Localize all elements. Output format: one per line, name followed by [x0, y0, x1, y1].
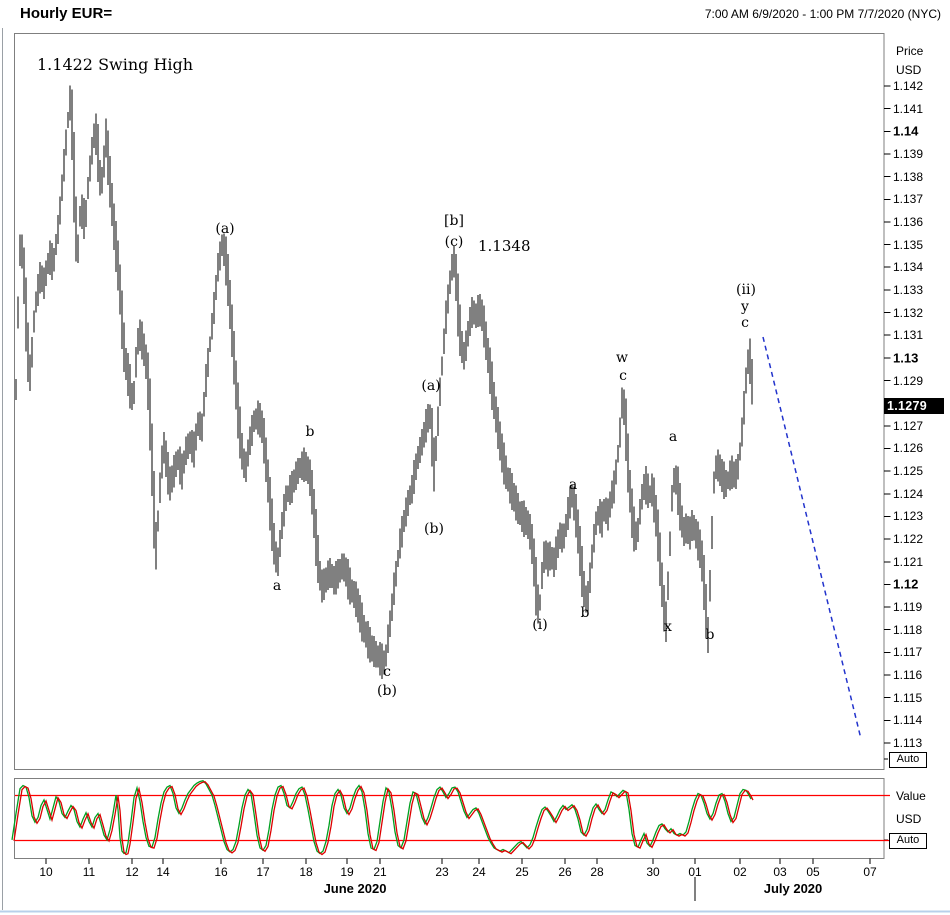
price-tick-label: 1.141	[893, 101, 924, 116]
month-label: July 2020	[763, 881, 823, 896]
date-tick-label: 30	[646, 865, 660, 879]
wave-label: (c)	[444, 234, 464, 250]
wave-label: (b)	[377, 683, 397, 699]
wave-label: (b)	[424, 521, 444, 537]
value-axis-units: USD	[896, 812, 922, 826]
date-tick-label: 11	[82, 865, 96, 879]
date-tick-label: 19	[340, 865, 354, 879]
price-tick-label: 1.115	[893, 690, 923, 705]
date-tick-label: 18	[299, 865, 313, 879]
oscillator-fast-line	[11, 779, 752, 855]
price-tick-label: 1.113	[893, 736, 923, 750]
price-tick-label: 1.139	[893, 146, 924, 161]
date-tick-label: 05	[806, 865, 820, 879]
wave-label: (ii)	[736, 282, 756, 298]
swing-high-annotation: 1.1422 Swing High	[37, 55, 194, 74]
price-tick-label: 1.119	[893, 600, 923, 615]
date-tick-label: 01	[688, 865, 702, 879]
wave-label: x	[664, 619, 672, 635]
wave-label: a	[272, 578, 282, 594]
price-tick-label: 1.122	[893, 532, 924, 547]
price-tick-label: 1.131	[893, 328, 924, 343]
wave-label: (a)	[215, 221, 235, 237]
price-panel-border	[14, 33, 885, 770]
date-tick-label: 17	[256, 865, 270, 879]
wave-label: [b]	[444, 213, 464, 229]
price-tick-label: 1.142	[893, 79, 924, 93]
wave-label: a	[668, 429, 678, 445]
price-tick-label: 1.13	[893, 350, 919, 366]
price-tick-label: 1.114	[893, 713, 923, 728]
price-tick-label: 1.126	[893, 441, 924, 456]
wave-label: c	[619, 368, 627, 384]
price-tick-label: 1.129	[893, 373, 924, 388]
price-tick-label: 1.127	[893, 418, 924, 433]
price-tick-label: 1.12	[893, 576, 919, 592]
date-tick-label: 14	[156, 865, 170, 879]
price-tick-label: 1.116	[893, 668, 923, 683]
wave-label: y	[741, 299, 749, 315]
price-tick-label: 1.123	[893, 509, 924, 524]
date-tick-label: 03	[773, 865, 787, 879]
price-tick-label: 1.118	[893, 622, 923, 637]
value-axis-title: Value	[896, 789, 926, 803]
wave-label: c	[741, 315, 749, 331]
price-tick-label: 1.138	[893, 169, 924, 184]
date-tick-label: 02	[733, 865, 747, 879]
wave-label: w	[616, 350, 628, 366]
price-tick-label: 1.125	[893, 464, 924, 479]
value-axis-auto-button[interactable]: Auto	[889, 833, 927, 849]
wave-label: b	[705, 627, 715, 643]
date-tick-label: 12	[125, 865, 139, 879]
time-range-label: 7:00 AM 6/9/2020 - 1:00 PM 7/7/2020 (NYC…	[704, 7, 941, 21]
value-panel-border	[14, 778, 885, 859]
peak-price-annotation: 1.1348	[478, 237, 531, 255]
price-tick-label: 1.117	[893, 645, 923, 660]
price-tick-label: 1.135	[893, 237, 924, 252]
oscillator-slow-line	[13, 780, 754, 856]
price-tick-label: 1.124	[893, 486, 924, 501]
date-tick-label: 24	[472, 865, 486, 879]
chart-title: Hourly EUR=	[20, 5, 113, 22]
price-tick-label: 1.14	[893, 123, 919, 139]
projection-trendline	[762, 336, 862, 740]
price-axis-auto-button[interactable]: Auto	[889, 752, 927, 768]
price-tick-label: 1.136	[893, 214, 924, 229]
date-tick-label: 26	[558, 865, 572, 879]
date-tick-label: 16	[214, 865, 228, 879]
date-tick-label: 07	[863, 865, 877, 879]
wave-label: (a)	[421, 378, 441, 394]
month-label: June 2020	[323, 881, 387, 896]
price-tick-label: 1.137	[893, 192, 924, 207]
date-tick-label: 25	[515, 865, 529, 879]
price-tick-label: 1.121	[893, 554, 924, 569]
last-price-badge: 1.1279	[884, 398, 944, 414]
date-tick-label: 10	[39, 865, 53, 879]
wave-label: a	[568, 477, 578, 493]
date-tick-label: 23	[435, 865, 449, 879]
price-tick-label: 1.133	[893, 282, 924, 297]
price-tick-label: 1.134	[893, 260, 924, 275]
date-tick-label: 21	[373, 865, 387, 879]
price-bars	[15, 85, 753, 679]
wave-label: b	[580, 605, 590, 621]
price-tick-label: 1.132	[893, 305, 924, 320]
wave-label: b	[305, 424, 315, 440]
wave-label: (i)	[532, 617, 548, 633]
price-axis-units: USD	[896, 63, 922, 77]
date-tick-label: 28	[590, 865, 604, 879]
price-axis-title: Price	[896, 44, 924, 58]
wave-label: c	[383, 664, 391, 680]
